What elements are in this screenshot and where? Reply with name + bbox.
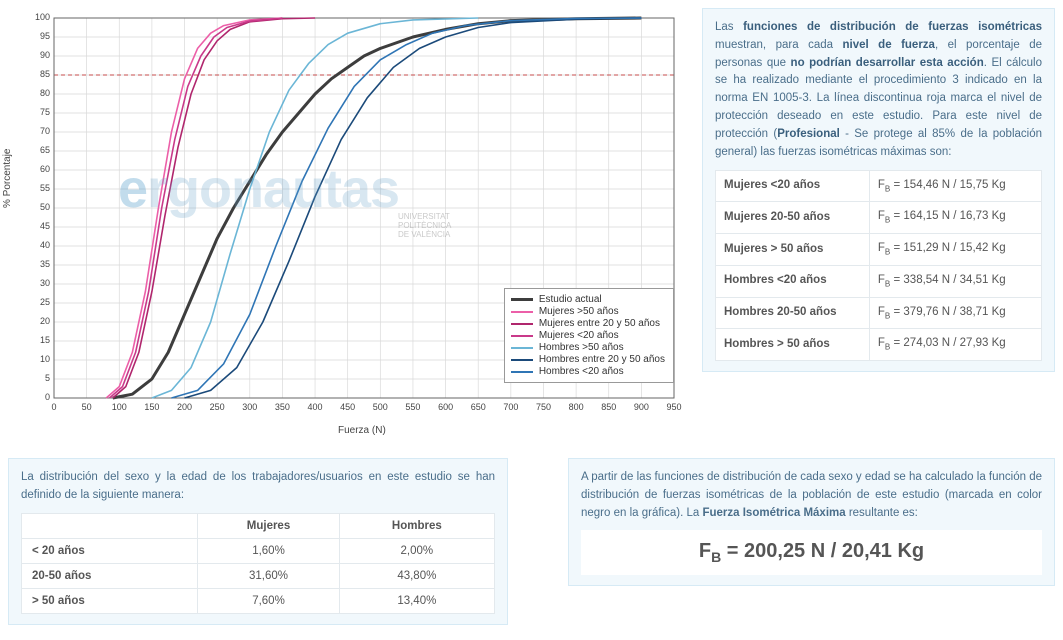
result-caption: A partir de las funciones de distribució… [581,469,1042,522]
table-row: > 50 años7,60%13,40% [22,588,495,613]
distribution-panel: La distribución del sexo y la edad de lo… [8,458,508,625]
y-axis-label: % Porcentaje [2,149,13,208]
legend-item: Mujeres entre 20 y 50 años [511,318,665,329]
result-value: FB = 200,25 N / 20,41 Kg [581,530,1042,575]
table-row: < 20 años1,60%2,00% [22,538,495,563]
table-row: Mujeres 20-50 añosFB = 164,15 N / 16,73 … [716,202,1042,234]
info-panel: Las funciones de distribución de fuerzas… [702,8,1055,372]
legend-item: Hombres <20 años [511,366,665,377]
table-row: Hombres <20 añosFB = 338,54 N / 34,51 Kg [716,265,1042,297]
legend-item: Hombres entre 20 y 50 años [511,354,665,365]
table-row: Mujeres <20 añosFB = 154,46 N / 15,75 Kg [716,170,1042,202]
table-row: Hombres 20-50 añosFB = 379,76 N / 38,71 … [716,297,1042,329]
legend-item: Mujeres >50 años [511,306,665,317]
force-distribution-chart: ergonautas UNIVERSITATPOLITÈCNICADE VALÈ… [8,8,688,438]
chart-legend: Estudio actualMujeres >50 añosMujeres en… [504,288,674,383]
x-axis-label: Fuerza (N) [338,425,386,436]
table-row: Mujeres > 50 añosFB = 151,29 N / 15,42 K… [716,234,1042,266]
max-force-table: Mujeres <20 añosFB = 154,46 N / 15,75 Kg… [715,170,1042,362]
distribution-caption: La distribución del sexo y la edad de lo… [21,469,495,505]
table-row: Hombres > 50 añosFB = 274,03 N / 27,93 K… [716,329,1042,361]
distribution-table: MujeresHombres< 20 años1,60%2,00%20-50 a… [21,513,495,614]
legend-item: Estudio actual [511,294,665,305]
legend-item: Mujeres <20 años [511,330,665,341]
legend-item: Hombres >50 años [511,342,665,353]
table-row: 20-50 años31,60%43,80% [22,563,495,588]
result-panel: A partir de las funciones de distribució… [568,458,1055,586]
